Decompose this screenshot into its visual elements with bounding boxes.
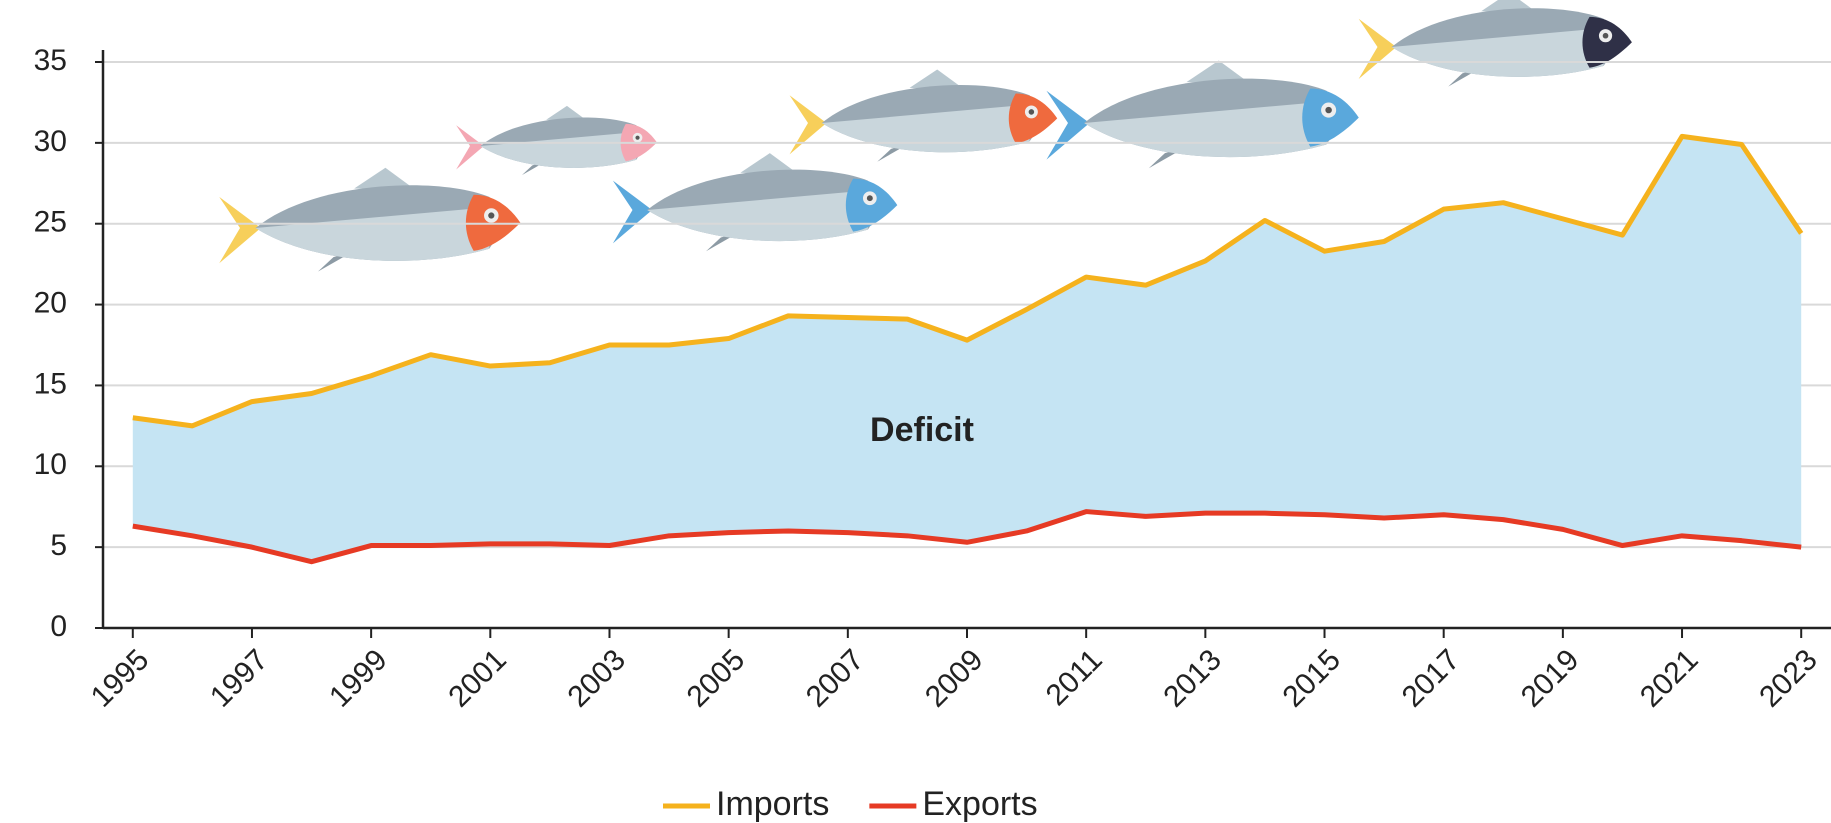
- fish-tail: [219, 197, 261, 263]
- fish: [1359, 0, 1632, 87]
- x-tick-label: 2003: [562, 643, 633, 714]
- x-tick-label: 2021: [1634, 643, 1705, 714]
- x-tick-label: 1999: [323, 643, 394, 714]
- x-tick-label: 2013: [1157, 643, 1228, 714]
- chart: 0 5 10 15 20 25 30 35 1995 1997 1999 2001 2003 2005 20…: [0, 0, 1831, 823]
- x-tick-label: 2015: [1277, 643, 1348, 714]
- fish: [613, 153, 897, 251]
- fish-pupil: [1603, 33, 1609, 39]
- x-tick-label: 2011: [1040, 643, 1109, 712]
- fish-head: [1582, 17, 1631, 68]
- x-tick-label: 2001: [442, 643, 513, 714]
- annotation: Deficit: [870, 411, 974, 449]
- fish-pupil: [867, 195, 873, 201]
- x-tick-label: 2007: [800, 643, 871, 714]
- y-tick-label: 15: [34, 367, 67, 400]
- fish: [456, 106, 657, 175]
- fish: [219, 168, 520, 272]
- y-tick-label: 30: [34, 125, 67, 158]
- fish: [790, 69, 1058, 161]
- legend-label: Exports: [922, 785, 1037, 823]
- x-tick-label: 2023: [1753, 643, 1824, 714]
- y-tick-label: 10: [34, 448, 67, 481]
- fish-tail: [1046, 91, 1089, 160]
- fish-tail: [613, 181, 652, 244]
- fish-tail: [1359, 19, 1397, 79]
- y-tick-label: 20: [34, 286, 67, 319]
- fish-tail: [456, 125, 484, 169]
- x-tick-label: 1995: [85, 643, 156, 714]
- x-tick-label: 2017: [1396, 643, 1467, 714]
- fish-pupil: [1029, 109, 1035, 115]
- x-tick-label: 2009: [919, 643, 990, 714]
- x-tick-label: 2005: [681, 643, 752, 714]
- fish-pupil: [1325, 107, 1331, 113]
- fish-pupil: [635, 136, 639, 140]
- fish-head: [1302, 89, 1359, 147]
- legend-label: Imports: [716, 785, 829, 823]
- y-tick-label: 5: [50, 529, 67, 562]
- fish: [1046, 61, 1358, 169]
- y-tick-label: 0: [50, 610, 67, 643]
- fish-head: [1009, 93, 1057, 143]
- x-tick-label: 1997: [204, 643, 275, 714]
- x-tick-label: 2019: [1515, 643, 1586, 714]
- fish-pupil: [488, 212, 494, 218]
- y-tick-label: 35: [34, 44, 67, 77]
- fish-tail: [790, 95, 827, 154]
- y-tick-label: 25: [34, 206, 67, 239]
